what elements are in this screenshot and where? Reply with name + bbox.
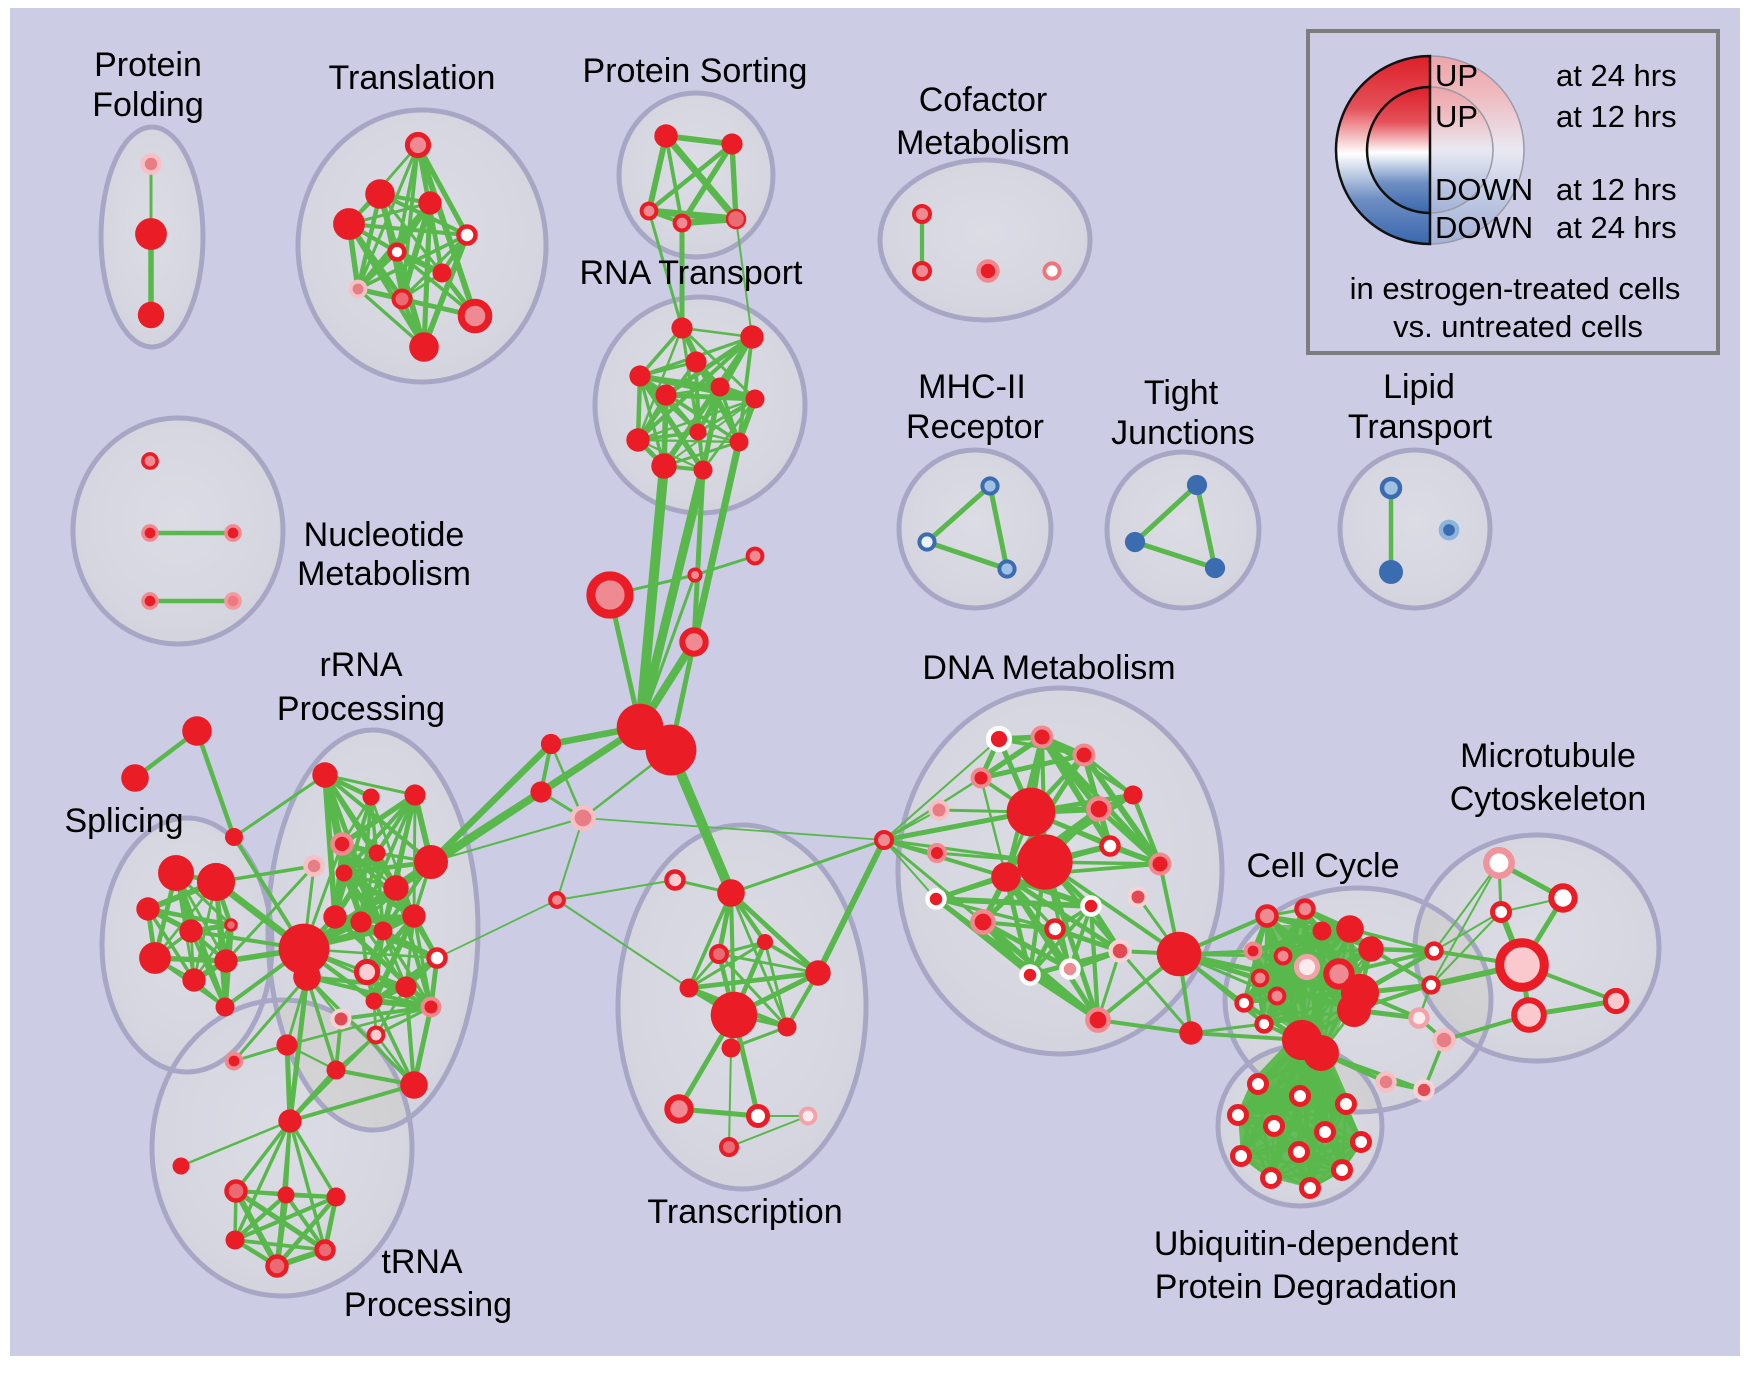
svg-text:DOWN: DOWN	[1435, 210, 1533, 245]
svg-text:Protein Sorting: Protein Sorting	[583, 52, 808, 90]
svg-text:rRNA: rRNA	[319, 646, 402, 684]
svg-text:DOWN: DOWN	[1435, 172, 1533, 207]
svg-text:Protein: Protein	[94, 46, 202, 84]
svg-text:Processing: Processing	[277, 690, 445, 728]
svg-text:Translation: Translation	[329, 59, 496, 97]
svg-text:in estrogen-treated cells: in estrogen-treated cells	[1350, 271, 1681, 306]
svg-text:at 12 hrs: at 12 hrs	[1556, 99, 1677, 134]
svg-text:tRNA: tRNA	[381, 1243, 463, 1281]
svg-text:Junctions: Junctions	[1111, 414, 1255, 452]
svg-text:Nucleotide: Nucleotide	[304, 516, 465, 554]
svg-text:vs. untreated cells: vs. untreated cells	[1393, 309, 1643, 344]
svg-text:Transcription: Transcription	[647, 1193, 842, 1231]
svg-text:Protein Degradation: Protein Degradation	[1155, 1268, 1457, 1306]
svg-text:UP: UP	[1435, 58, 1478, 93]
svg-text:Cell Cycle: Cell Cycle	[1246, 847, 1399, 885]
svg-text:at 24 hrs: at 24 hrs	[1556, 58, 1677, 93]
svg-text:Microtubule: Microtubule	[1460, 737, 1636, 775]
svg-text:Metabolism: Metabolism	[297, 555, 471, 593]
svg-text:Receptor: Receptor	[906, 408, 1044, 446]
svg-text:Metabolism: Metabolism	[896, 124, 1070, 162]
svg-text:Tight: Tight	[1144, 374, 1219, 412]
svg-text:Cofactor: Cofactor	[919, 81, 1048, 119]
svg-text:Lipid: Lipid	[1383, 368, 1455, 406]
svg-text:Cytoskeleton: Cytoskeleton	[1450, 780, 1647, 818]
svg-text:Processing: Processing	[344, 1286, 512, 1324]
svg-text:at 12 hrs: at 12 hrs	[1556, 172, 1677, 207]
svg-text:Transport: Transport	[1348, 408, 1493, 446]
svg-text:Splicing: Splicing	[64, 802, 183, 840]
svg-text:Ubiquitin-dependent: Ubiquitin-dependent	[1154, 1225, 1459, 1263]
svg-text:RNA Transport: RNA Transport	[580, 254, 804, 292]
svg-text:MHC-II: MHC-II	[918, 368, 1026, 406]
svg-text:DNA Metabolism: DNA Metabolism	[922, 649, 1175, 687]
svg-text:Folding: Folding	[92, 86, 204, 124]
svg-text:UP: UP	[1435, 99, 1478, 134]
svg-text:at 24 hrs: at 24 hrs	[1556, 210, 1677, 245]
